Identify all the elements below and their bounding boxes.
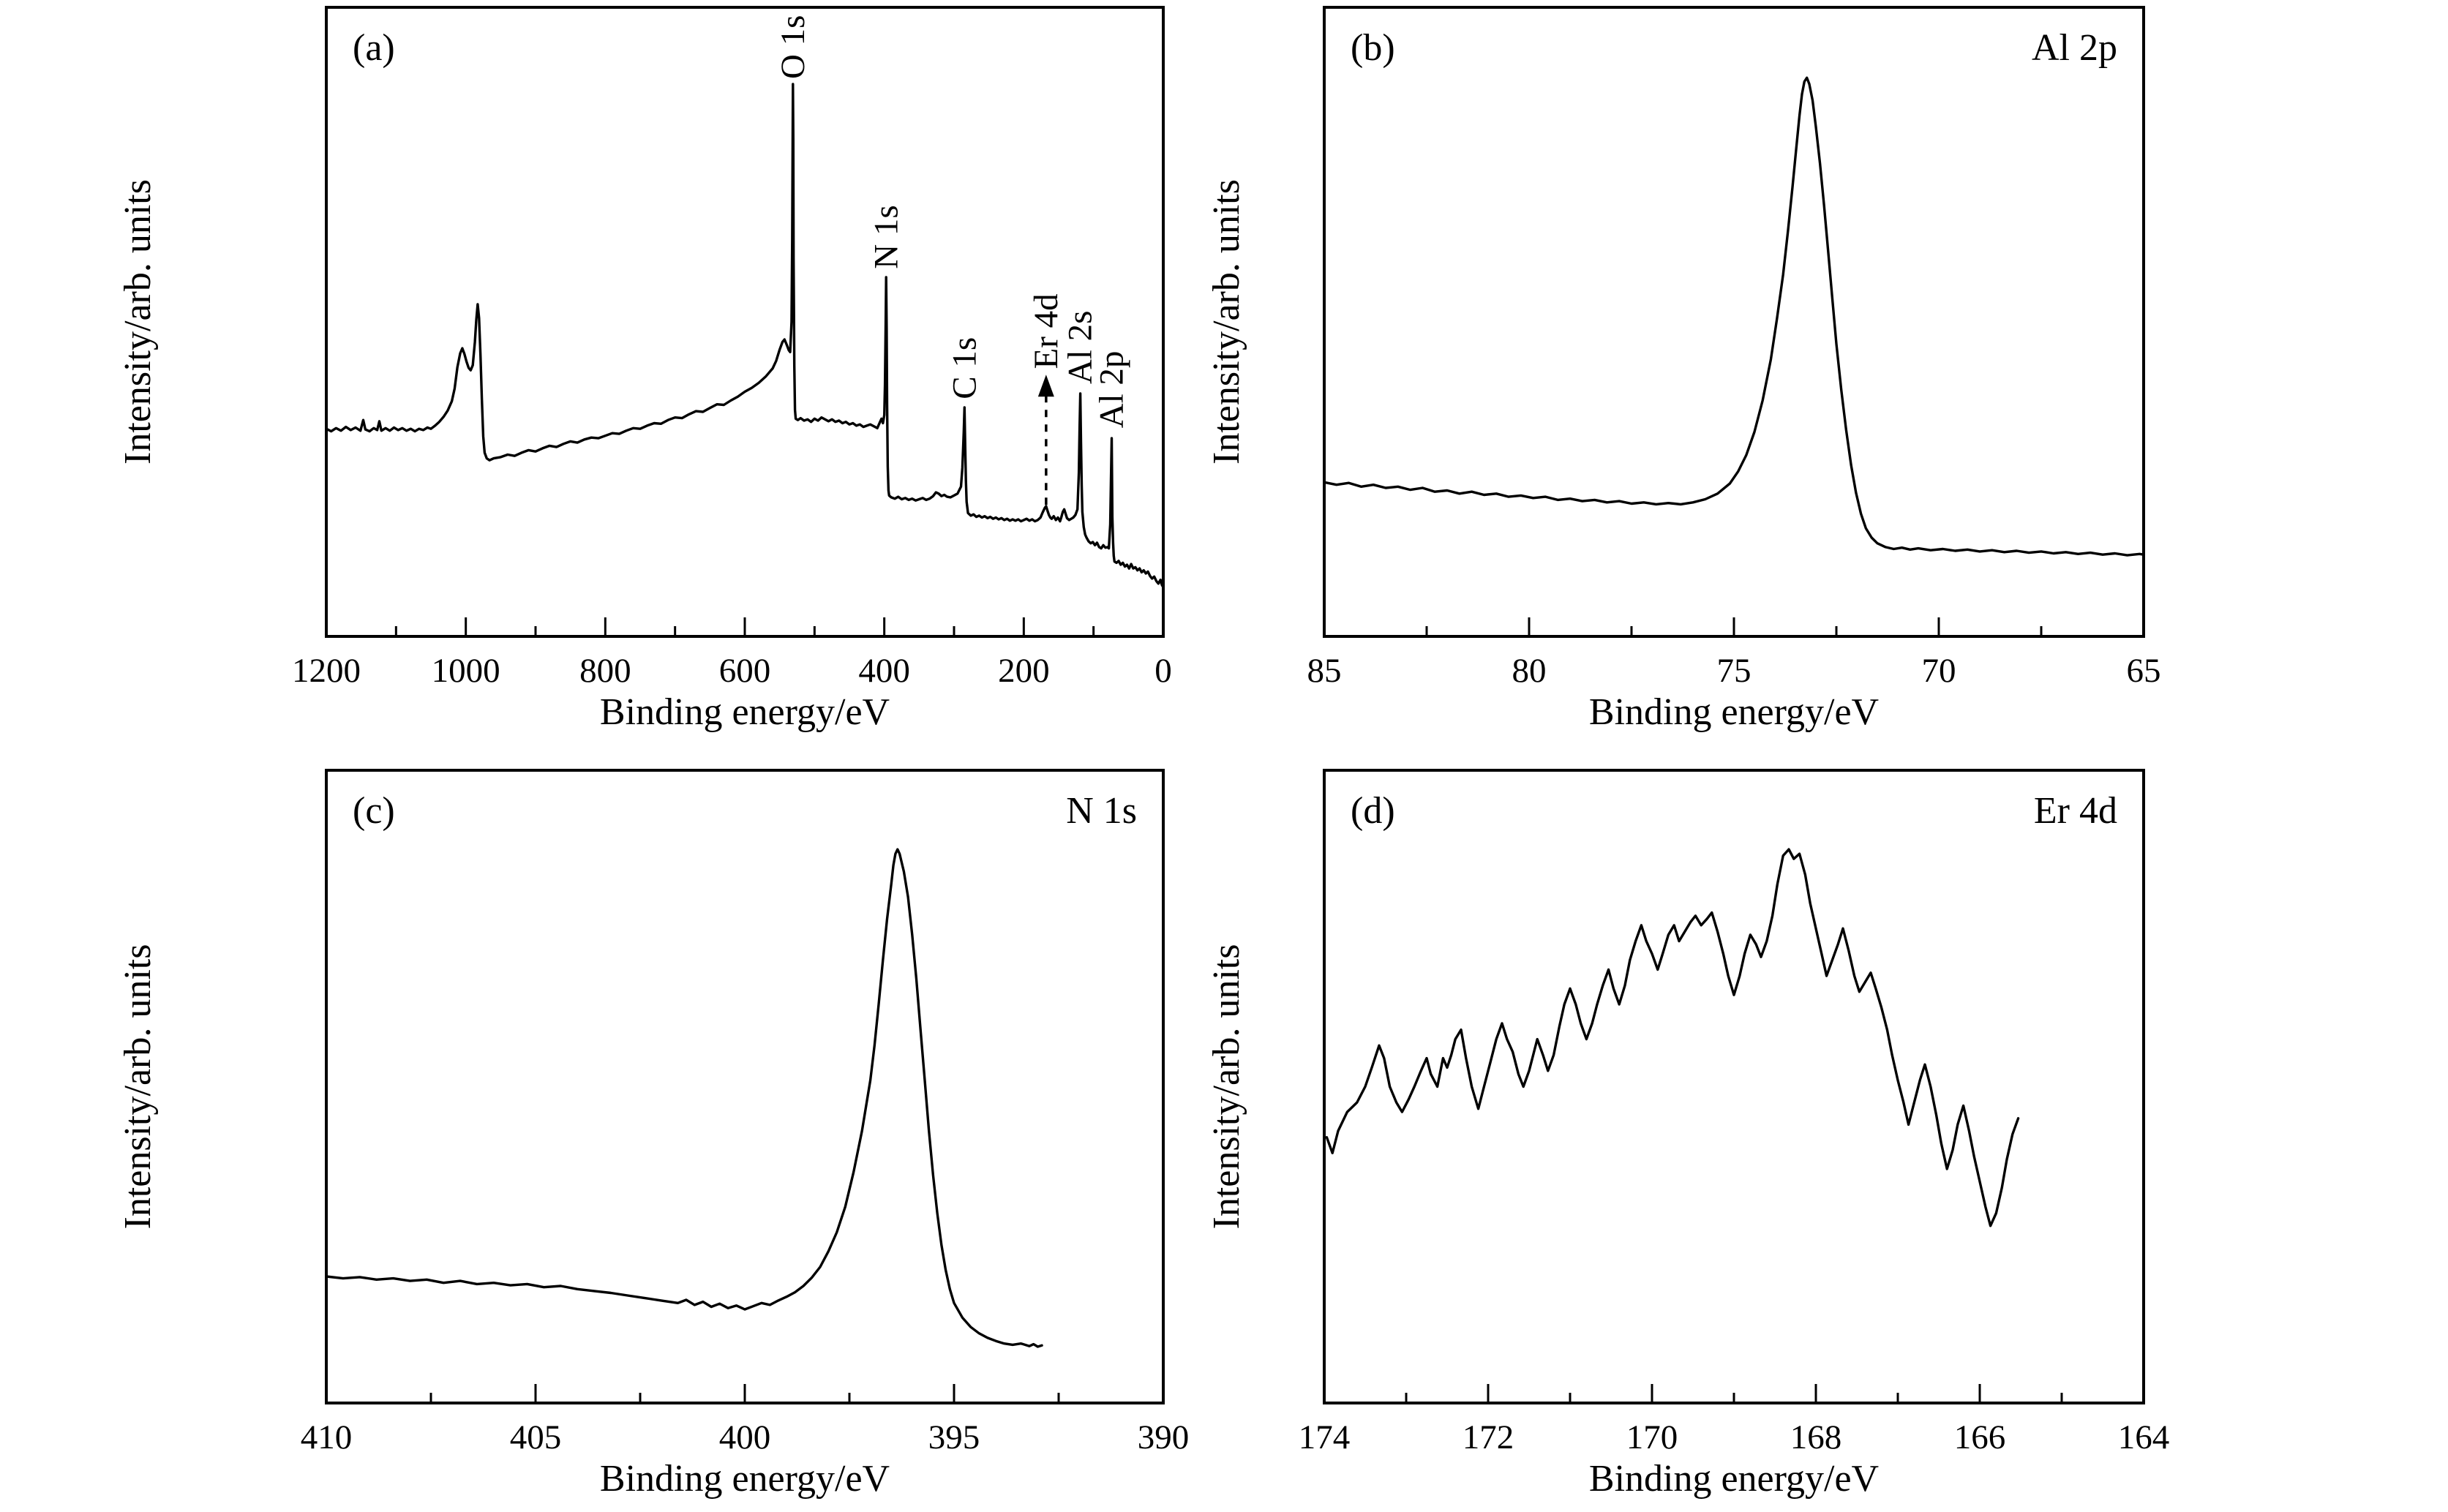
plot-frame-b xyxy=(1323,6,2145,638)
panel-b: 85 80 75 70 65 Binding energy/eV Intensity/arb… xyxy=(1206,6,2161,733)
x-tick-label-c: 405 xyxy=(510,1418,562,1456)
spectrum-trace-b xyxy=(1323,76,2145,557)
x-tick-label-c: 400 xyxy=(719,1418,771,1456)
panel-tag-b: (b) xyxy=(1351,27,1395,69)
er-4d-arrowhead-icon xyxy=(1037,375,1054,397)
x-axis-label-d: Binding energy/eV xyxy=(1589,1458,1879,1500)
panel-title-c: N 1s xyxy=(1066,790,1137,832)
x-tick-label-a: 800 xyxy=(579,652,631,690)
panel-a: 1200 1000 800 600 400 200 0 Binding energy/eV In… xyxy=(117,6,1172,733)
y-axis-label-c: Intensity/arb. units xyxy=(117,944,159,1230)
x-tick-label-a: 1000 xyxy=(432,652,500,690)
x-tick-label-b: 80 xyxy=(1512,652,1547,690)
panel-title-d: Er 4d xyxy=(2034,790,2117,832)
y-axis-label-a: Intensity/arb. units xyxy=(117,179,159,464)
x-tick-label-b: 75 xyxy=(1717,652,1751,690)
peak-label-c-1s: C 1s xyxy=(945,337,983,399)
x-axis-label-a: Binding energy/eV xyxy=(600,691,890,733)
x-tick-label-a: 1200 xyxy=(292,652,361,690)
spectrum-trace-a xyxy=(325,83,1165,589)
x-tick-label-d: 174 xyxy=(1299,1418,1351,1456)
x-tick-label-d: 170 xyxy=(1626,1418,1678,1456)
x-tick-label-a: 0 xyxy=(1154,652,1172,690)
x-tick-label-a: 400 xyxy=(858,652,910,690)
y-axis-label-d: Intensity/arb. units xyxy=(1206,944,1247,1230)
panel-title-b: Al 2p xyxy=(2032,27,2117,69)
peak-label-er-4d: Er 4d xyxy=(1027,293,1065,369)
peak-label-o-1s: O 1s xyxy=(774,15,812,79)
spectrum-trace-c xyxy=(325,848,1043,1348)
peak-label-al-2p: Al 2p xyxy=(1092,351,1130,429)
panel-c: 410 405 400 395 390 Binding energy/eV Intensit… xyxy=(117,769,1190,1500)
x-axis-label-c: Binding energy/eV xyxy=(600,1458,890,1500)
panel-d: 174 172 170 168 166 164 Binding energy/eV Inten… xyxy=(1206,769,2170,1500)
panel-tag-c: (c) xyxy=(353,790,395,832)
x-tick-label-b: 85 xyxy=(1307,652,1342,690)
panel-tag-a: (a) xyxy=(353,27,395,69)
peak-label-n-1s: N 1s xyxy=(868,205,906,268)
peak-label-al-2s: Al 2s xyxy=(1062,311,1100,385)
x-tick-label-d: 164 xyxy=(2118,1418,2170,1456)
x-tick-label-c: 410 xyxy=(301,1418,353,1456)
x-tick-label-d: 166 xyxy=(1954,1418,2006,1456)
x-tick-label-b: 70 xyxy=(1922,652,1956,690)
y-axis-label-b: Intensity/arb. units xyxy=(1206,179,1247,464)
spectrum-trace-d xyxy=(1325,848,2020,1227)
x-tick-label-d: 172 xyxy=(1463,1418,1514,1456)
plot-frame-d xyxy=(1323,769,2145,1404)
x-tick-label-a: 600 xyxy=(719,652,771,690)
x-tick-label-a: 200 xyxy=(998,652,1050,690)
x-tick-label-c: 390 xyxy=(1138,1418,1190,1456)
x-tick-label-d: 168 xyxy=(1790,1418,1842,1456)
x-axis-label-b: Binding energy/eV xyxy=(1589,691,1879,733)
panel-tag-d: (d) xyxy=(1351,790,1395,832)
x-tick-label-b: 65 xyxy=(2127,652,2161,690)
x-tick-label-c: 395 xyxy=(928,1418,980,1456)
